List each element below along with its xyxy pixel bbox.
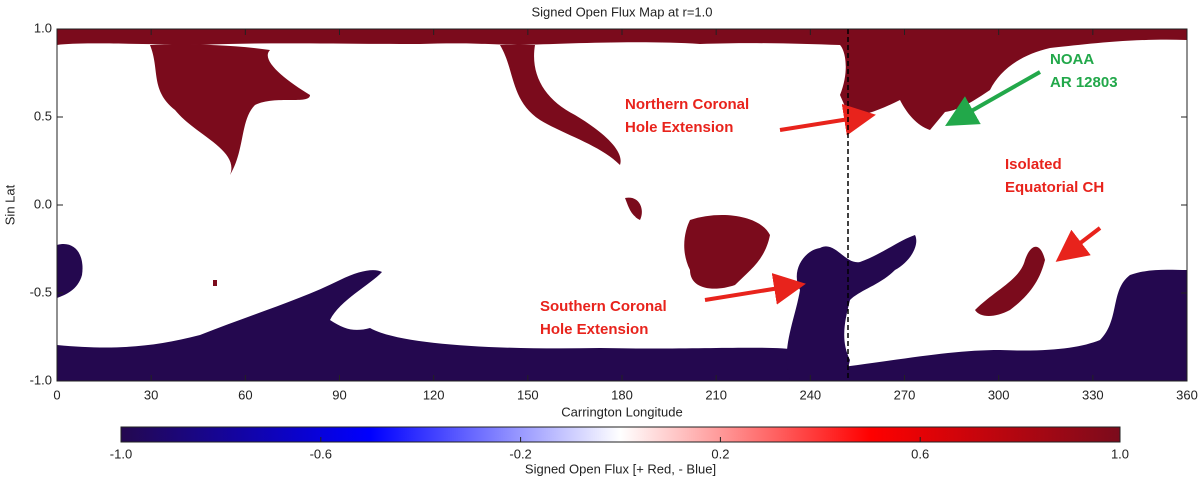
arrow — [945, 70, 1041, 126]
x-tick-label: 270 — [894, 387, 916, 402]
arrow — [1055, 226, 1102, 262]
colorbar-tick-label: 1.0 — [1111, 446, 1129, 461]
annotation: Southern Coronal — [540, 298, 667, 315]
colorbar-tick-label: 0.2 — [711, 446, 729, 461]
annotation: Hole Extension — [625, 119, 733, 136]
x-tick-label: 90 — [332, 387, 346, 402]
x-tick-label: 60 — [238, 387, 252, 402]
annotation: Northern Coronal — [625, 96, 749, 113]
x-tick-label: 330 — [1082, 387, 1104, 402]
x-tick-label: 300 — [988, 387, 1010, 402]
colorbar-tick-label: -1.0 — [110, 446, 132, 461]
x-tick-label: 360 — [1176, 387, 1198, 402]
annotation: NOAA — [1050, 51, 1094, 68]
colorbar-tick-label: -0.6 — [310, 446, 332, 461]
positive-regions — [57, 29, 1187, 316]
x-tick-label: 0 — [53, 387, 60, 402]
colorbar-title: Signed Open Flux [+ Red, - Blue] — [525, 461, 716, 476]
y-tick-label: 1.0 — [34, 20, 52, 35]
flux-map — [57, 29, 1187, 381]
x-tick-label: 210 — [705, 387, 727, 402]
colorbar — [120, 426, 1121, 443]
annotation: AR 12803 — [1050, 74, 1118, 91]
x-tick-label: 120 — [423, 387, 445, 402]
y-axis-title: Sin Lat — [2, 184, 17, 225]
annotation: Hole Extension — [540, 321, 648, 338]
arrow — [779, 103, 876, 136]
y-tick-label: -1.0 — [30, 372, 52, 387]
annotation: Equatorial CH — [1005, 179, 1104, 196]
x-tick-label: 240 — [799, 387, 821, 402]
x-axis-title: Carrington Longitude — [561, 404, 682, 419]
chart-title: Signed Open Flux Map at r=1.0 — [531, 4, 712, 19]
y-tick-label: 0.5 — [34, 108, 52, 123]
x-tick-label: 180 — [611, 387, 633, 402]
x-tick-label: 30 — [144, 387, 158, 402]
arrows — [704, 70, 1102, 305]
colorbar-tick-label: 0.6 — [911, 446, 929, 461]
annotation: Isolated — [1005, 156, 1062, 173]
y-tick-label: -0.5 — [30, 284, 52, 299]
y-tick-label: 0.0 — [34, 196, 52, 211]
colorbar-tick-label: -0.2 — [509, 446, 531, 461]
x-tick-label: 150 — [517, 387, 539, 402]
arrow — [704, 273, 806, 305]
negative-regions — [57, 235, 1187, 381]
